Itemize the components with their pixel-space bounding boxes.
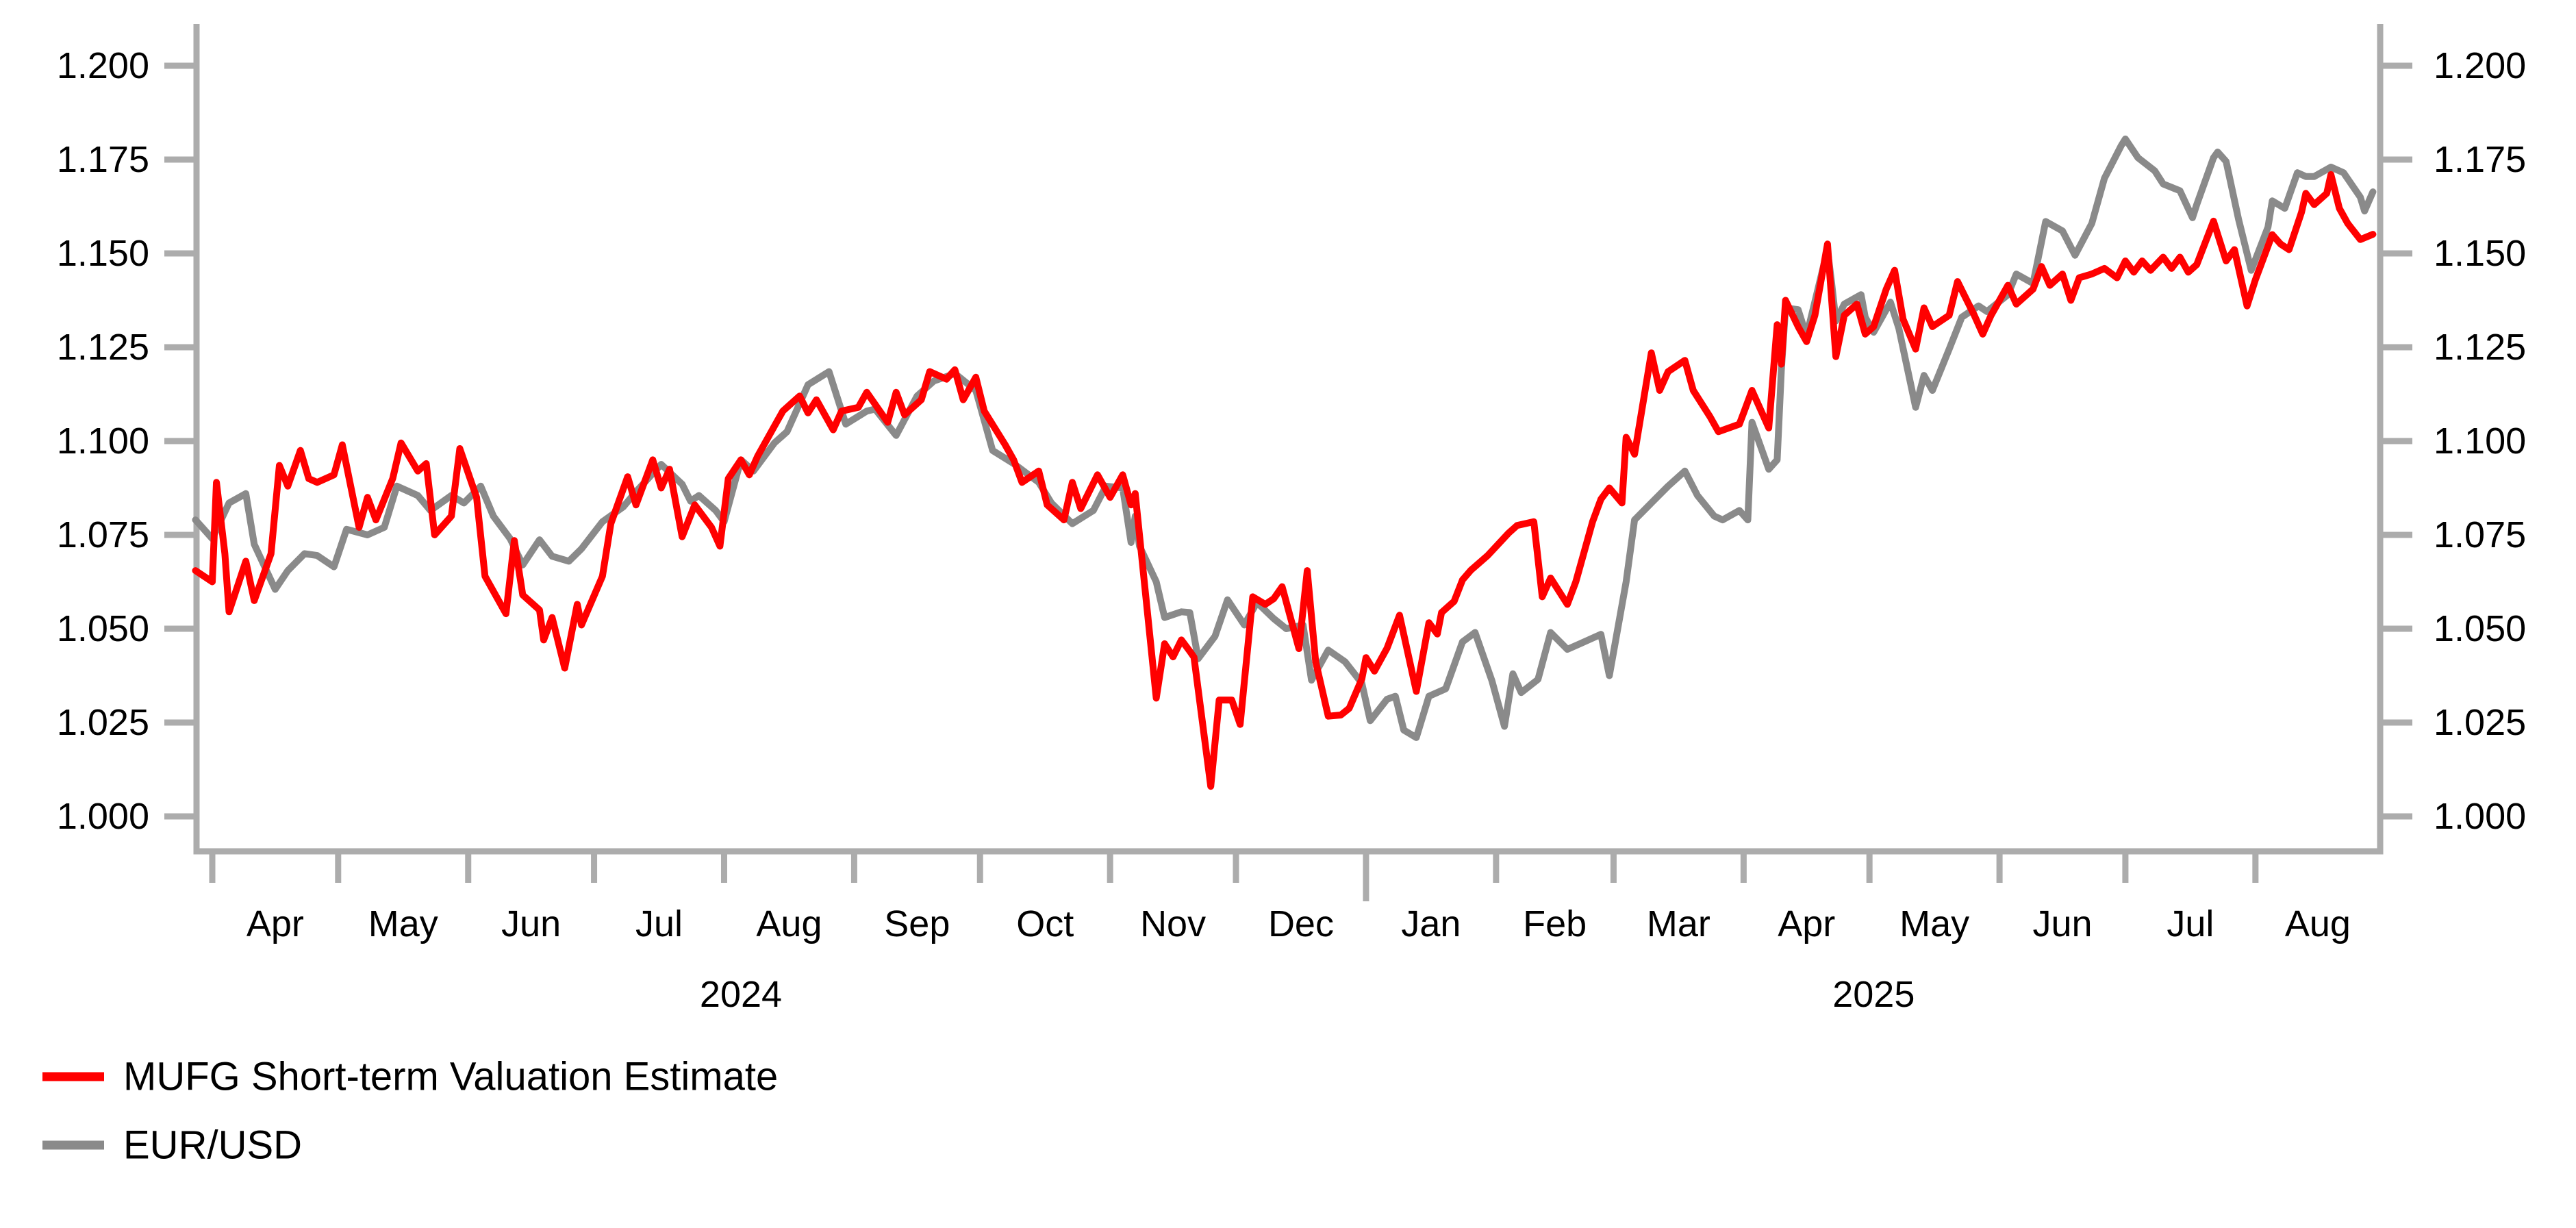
series-lines	[192, 135, 2377, 790]
x-month-label: Jun	[501, 903, 561, 944]
x-axis-labels: Apr May Jun Jul Aug Sep Oct Nov Dec Jan Feb Mar Apr M…	[247, 903, 2351, 1015]
y-tick-label-right: 1.175	[2434, 139, 2526, 180]
x-month-label: Jul	[635, 903, 683, 944]
y-tick-label-right: 1.125	[2434, 327, 2526, 368]
y-axis-labels-left: 1.200 1.175 1.150 1.125 1.100 1.075 1.050 1.025…	[57, 45, 149, 837]
y-tick-label-right: 1.000	[2434, 796, 2526, 837]
x-month-label: Aug	[2285, 903, 2351, 944]
x-month-label: Aug	[756, 903, 822, 944]
y-tick-label-left: 1.175	[57, 139, 149, 180]
x-month-label: Jan	[1401, 903, 1461, 944]
y-tick-label-left: 1.100	[57, 421, 149, 462]
legend-label-eurusd: EUR/USD	[123, 1123, 302, 1168]
x-month-label: May	[368, 903, 438, 944]
y-tick-label-left: 1.025	[57, 702, 149, 743]
y-tick-label-left: 1.125	[57, 327, 149, 368]
x-month-label: Jun	[2032, 903, 2092, 944]
x-month-label: Feb	[1523, 903, 1587, 944]
y-tick-label-left: 1.050	[57, 608, 149, 649]
legend: MUFG Short-term Valuation Estimate EUR/U…	[42, 1055, 778, 1168]
x-year-label: 2024	[700, 974, 782, 1015]
x-month-label: Oct	[1016, 903, 1074, 944]
x-month-label: Mar	[1647, 903, 1710, 944]
x-month-label: Nov	[1140, 903, 1206, 944]
axes	[193, 24, 2384, 855]
axis-ticks	[164, 62, 2412, 901]
y-tick-label-left: 1.075	[57, 514, 149, 555]
y-tick-label-right: 1.075	[2434, 514, 2526, 555]
x-month-label: May	[1899, 903, 1969, 944]
mufg-stve-line	[192, 171, 2377, 790]
x-month-label: Apr	[247, 903, 304, 944]
x-month-label: Apr	[1778, 903, 1835, 944]
y-tick-label-right: 1.200	[2434, 45, 2526, 86]
x-month-label: Jul	[2167, 903, 2214, 944]
y-tick-label-left: 1.000	[57, 796, 149, 837]
y-tick-label-right: 1.050	[2434, 608, 2526, 649]
y-tick-label-right: 1.100	[2434, 421, 2526, 462]
x-month-label: Dec	[1268, 903, 1334, 944]
x-year-label: 2025	[1832, 974, 1915, 1015]
x-month-label: Sep	[884, 903, 950, 944]
y-tick-label-left: 1.150	[57, 233, 149, 274]
y-tick-label-right: 1.025	[2434, 702, 2526, 743]
y-tick-label-left: 1.200	[57, 45, 149, 86]
legend-label-mufg-stve: MUFG Short-term Valuation Estimate	[123, 1055, 778, 1099]
eurusd-line	[192, 135, 2377, 741]
y-tick-label-right: 1.150	[2434, 233, 2526, 274]
y-axis-labels-right: 1.200 1.175 1.150 1.125 1.100 1.075 1.050 1.025…	[2434, 45, 2526, 837]
